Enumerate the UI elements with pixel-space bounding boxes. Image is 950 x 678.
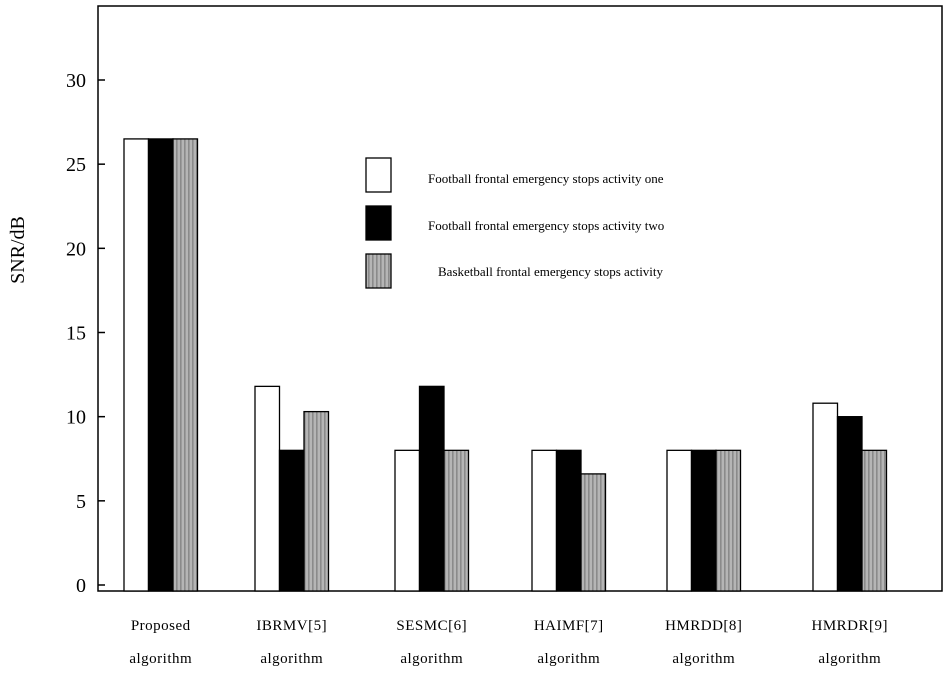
bars-group <box>123 138 888 592</box>
legend-swatch <box>365 157 392 193</box>
bar <box>531 449 558 592</box>
plot-frame <box>97 5 943 592</box>
y-tick-label: 0 <box>76 575 86 597</box>
bar <box>147 138 174 592</box>
bar <box>172 138 199 592</box>
y-tick-label: 25 <box>66 154 86 176</box>
y-tick-label: 15 <box>66 323 86 345</box>
category-label: algorithm <box>260 651 323 667</box>
bar <box>690 449 717 592</box>
bar <box>580 473 607 592</box>
category-label: SESMC[6] <box>396 618 467 634</box>
category-label: algorithm <box>672 651 735 667</box>
category-label: IBRMV[5] <box>256 618 327 634</box>
category-label: Proposed <box>131 618 191 634</box>
bar <box>666 449 693 592</box>
category-label: HAIMF[7] <box>534 618 604 634</box>
bar <box>836 416 863 592</box>
y-tick-label: 10 <box>66 407 86 429</box>
legend: Football frontal emergency stops activit… <box>365 157 664 289</box>
bar <box>555 449 582 592</box>
bar <box>418 385 445 592</box>
y-axis-title: SNR/dB <box>7 216 29 284</box>
bar <box>715 449 742 592</box>
bar <box>123 138 150 592</box>
category-label: HMRDR[9] <box>811 618 888 634</box>
legend-label: Football frontal emergency stops activit… <box>428 218 664 233</box>
category-label: algorithm <box>537 651 600 667</box>
legend-label: Football frontal emergency stops activit… <box>428 171 664 186</box>
bar <box>861 449 888 592</box>
legend-swatch <box>365 253 392 289</box>
legend-swatch <box>365 205 392 241</box>
bar <box>303 410 330 592</box>
y-tick-label: 5 <box>76 491 86 513</box>
category-label: HMRDD[8] <box>665 618 742 634</box>
category-label: algorithm <box>818 651 881 667</box>
y-tick-label: 30 <box>66 70 86 92</box>
legend-label: Basketball frontal emergency stops activ… <box>438 264 664 279</box>
category-label: algorithm <box>129 651 192 667</box>
bar <box>278 449 305 592</box>
bar <box>254 385 281 592</box>
category-label: algorithm <box>400 651 463 667</box>
x-axis-labels: Proposed algorithm IBRMV[5] algorithm SESMC[… <box>129 618 888 667</box>
bar <box>443 449 470 592</box>
bar <box>812 402 839 592</box>
y-axis: 0 5 10 15 20 25 30 <box>66 70 105 597</box>
bar <box>394 449 421 592</box>
plot-border <box>97 5 943 592</box>
y-tick-label: 20 <box>66 238 86 260</box>
